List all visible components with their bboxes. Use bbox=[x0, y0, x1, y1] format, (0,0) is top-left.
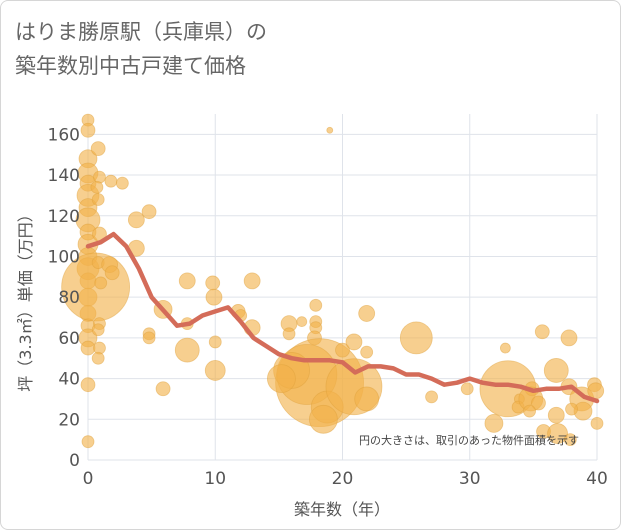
data-point bbox=[282, 327, 296, 341]
data-point bbox=[174, 337, 200, 363]
y-tick-label: 100 bbox=[48, 247, 80, 267]
data-point bbox=[178, 272, 196, 290]
data-point bbox=[142, 331, 156, 345]
data-point bbox=[90, 141, 106, 157]
data-point bbox=[80, 340, 96, 356]
x-tick-label: 0 bbox=[83, 469, 94, 489]
data-point bbox=[499, 342, 511, 354]
x-tick-label: 30 bbox=[459, 469, 481, 489]
data-point bbox=[91, 323, 105, 337]
data-point bbox=[155, 381, 171, 397]
data-point bbox=[358, 305, 376, 322]
data-point bbox=[523, 404, 536, 418]
data-point bbox=[141, 204, 157, 220]
data-point bbox=[205, 288, 223, 306]
data-point bbox=[309, 298, 323, 312]
data-point bbox=[90, 180, 104, 194]
data-point bbox=[484, 413, 504, 433]
data-point bbox=[547, 423, 568, 444]
data-point bbox=[326, 126, 334, 134]
data-point bbox=[80, 122, 96, 138]
data-point bbox=[104, 174, 118, 188]
data-point bbox=[81, 435, 95, 449]
y-tick-label: 20 bbox=[58, 410, 80, 430]
data-point bbox=[425, 390, 438, 404]
data-point bbox=[590, 416, 604, 430]
data-point bbox=[296, 316, 308, 328]
data-point bbox=[345, 333, 363, 351]
data-point bbox=[587, 382, 605, 400]
data-point bbox=[205, 275, 221, 291]
data-point bbox=[534, 324, 550, 340]
x-tick-label: 20 bbox=[332, 469, 354, 489]
bubble-size-note: 円の大きさは、取引のあった物件面積を示す bbox=[359, 433, 579, 447]
data-point bbox=[563, 433, 577, 447]
data-point bbox=[208, 335, 222, 349]
data-point bbox=[91, 351, 105, 365]
data-point bbox=[115, 176, 129, 190]
data-point bbox=[547, 406, 565, 424]
data-point bbox=[354, 386, 380, 412]
data-point bbox=[335, 342, 350, 358]
y-tick-label: 0 bbox=[69, 451, 80, 471]
y-tick-label: 60 bbox=[58, 329, 80, 349]
chart-title-line-1: はりま勝原駅（兵庫県）の bbox=[15, 20, 267, 44]
data-point bbox=[91, 193, 105, 206]
y-tick-label: 40 bbox=[58, 370, 80, 390]
data-point bbox=[243, 272, 261, 290]
x-axis-label: 築年数（年） bbox=[294, 500, 390, 519]
data-point bbox=[565, 402, 578, 416]
data-point bbox=[80, 377, 96, 393]
chart-title: はりま勝原駅（兵庫県）の 築年数別中古戸建て価格 bbox=[15, 15, 267, 83]
data-point bbox=[531, 395, 546, 411]
data-point bbox=[309, 404, 338, 434]
data-point bbox=[360, 345, 374, 359]
data-point bbox=[267, 364, 296, 393]
x-tick-label: 40 bbox=[586, 469, 608, 489]
data-point bbox=[204, 360, 226, 381]
y-tick-label: 160 bbox=[48, 125, 80, 145]
data-point bbox=[460, 382, 474, 396]
chart-title-line-2: 築年数別中古戸建て価格 bbox=[15, 54, 246, 78]
x-tick-label: 10 bbox=[204, 469, 226, 489]
axis-ticks: 0 20 40 60 80 100 120 140 160 0 10 20 30 40 bbox=[48, 125, 608, 489]
data-point bbox=[104, 265, 120, 281]
data-point bbox=[399, 321, 433, 355]
y-tick-label: 80 bbox=[58, 288, 80, 308]
y-axis-label: 坪（3.3㎡）単価（万円） bbox=[16, 206, 35, 391]
trend-line bbox=[85, 231, 600, 404]
y-tick-label: 120 bbox=[48, 207, 80, 227]
data-point bbox=[543, 358, 569, 383]
data-point bbox=[560, 329, 578, 347]
data-point bbox=[94, 276, 108, 290]
y-tick-label: 140 bbox=[48, 166, 80, 186]
data-point bbox=[127, 211, 145, 229]
